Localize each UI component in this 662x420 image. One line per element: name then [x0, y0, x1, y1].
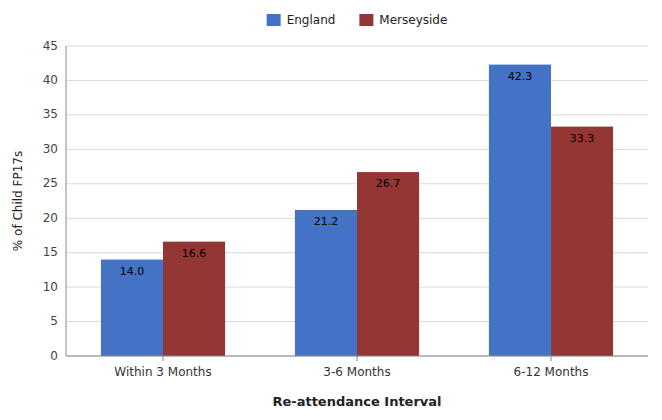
grid-line: [66, 114, 648, 115]
bar: [489, 65, 551, 356]
y-tick-label: 10: [43, 280, 58, 294]
legend: England Merseyside: [267, 13, 448, 27]
y-tick-label: 35: [43, 107, 58, 121]
bar: [551, 127, 613, 356]
y-tick-label: 0: [50, 349, 58, 363]
data-label: 21.2: [314, 215, 339, 228]
x-tick-label: 6-12 Months: [514, 365, 589, 379]
data-label: 16.6: [182, 247, 207, 260]
y-tick-label: 25: [43, 176, 58, 190]
data-label: 14.0: [120, 265, 145, 278]
bar: [101, 260, 163, 356]
y-axis-label: % of Child FP17s: [11, 151, 25, 251]
legend-item: England: [267, 13, 336, 27]
x-axis-label: Re-attendance Interval: [272, 394, 441, 409]
x-tick: [357, 356, 358, 361]
data-labels: 14.0 21.2 42.3 16.6 26.7 33.3: [120, 70, 595, 278]
y-axis-line: [66, 46, 67, 356]
y-grid: 0 5 10 15 20 25 30 35 40 45: [43, 39, 648, 363]
y-tick-label: 45: [43, 39, 58, 53]
grid-line: [66, 80, 648, 81]
bar: [357, 172, 419, 356]
legend-swatch: [267, 14, 281, 26]
grid-line: [66, 46, 648, 47]
bar: [295, 210, 357, 356]
chart: 0 5 10 15 20 25 30 35 40 45 14.0 21.2 42.3 16.6 26.7 33…: [0, 0, 662, 420]
x-tick-label: Within 3 Months: [114, 365, 211, 379]
axes: Within 3 Months 3-6 Months 6-12 Months Re-a…: [11, 46, 649, 409]
chart-container: 0 5 10 15 20 25 30 35 40 45 14.0 21.2 42.3 16.6 26.7 33…: [0, 0, 662, 420]
y-tick-label: 30: [43, 142, 58, 156]
x-tick-label: 3-6 Months: [323, 365, 390, 379]
y-tick-label: 20: [43, 211, 58, 225]
bar: [163, 242, 225, 356]
legend-label: England: [287, 13, 336, 27]
legend-item: Merseyside: [359, 13, 447, 27]
legend-label: Merseyside: [379, 13, 447, 27]
data-label: 42.3: [508, 70, 533, 83]
legend-swatch: [359, 14, 373, 26]
y-tick-label: 15: [43, 245, 58, 259]
x-tick: [551, 356, 552, 361]
x-tick: [163, 356, 164, 361]
data-label: 33.3: [570, 132, 595, 145]
data-label: 26.7: [376, 177, 401, 190]
y-tick-label: 40: [43, 73, 58, 87]
bars: [101, 65, 613, 356]
y-tick-label: 5: [50, 314, 58, 328]
